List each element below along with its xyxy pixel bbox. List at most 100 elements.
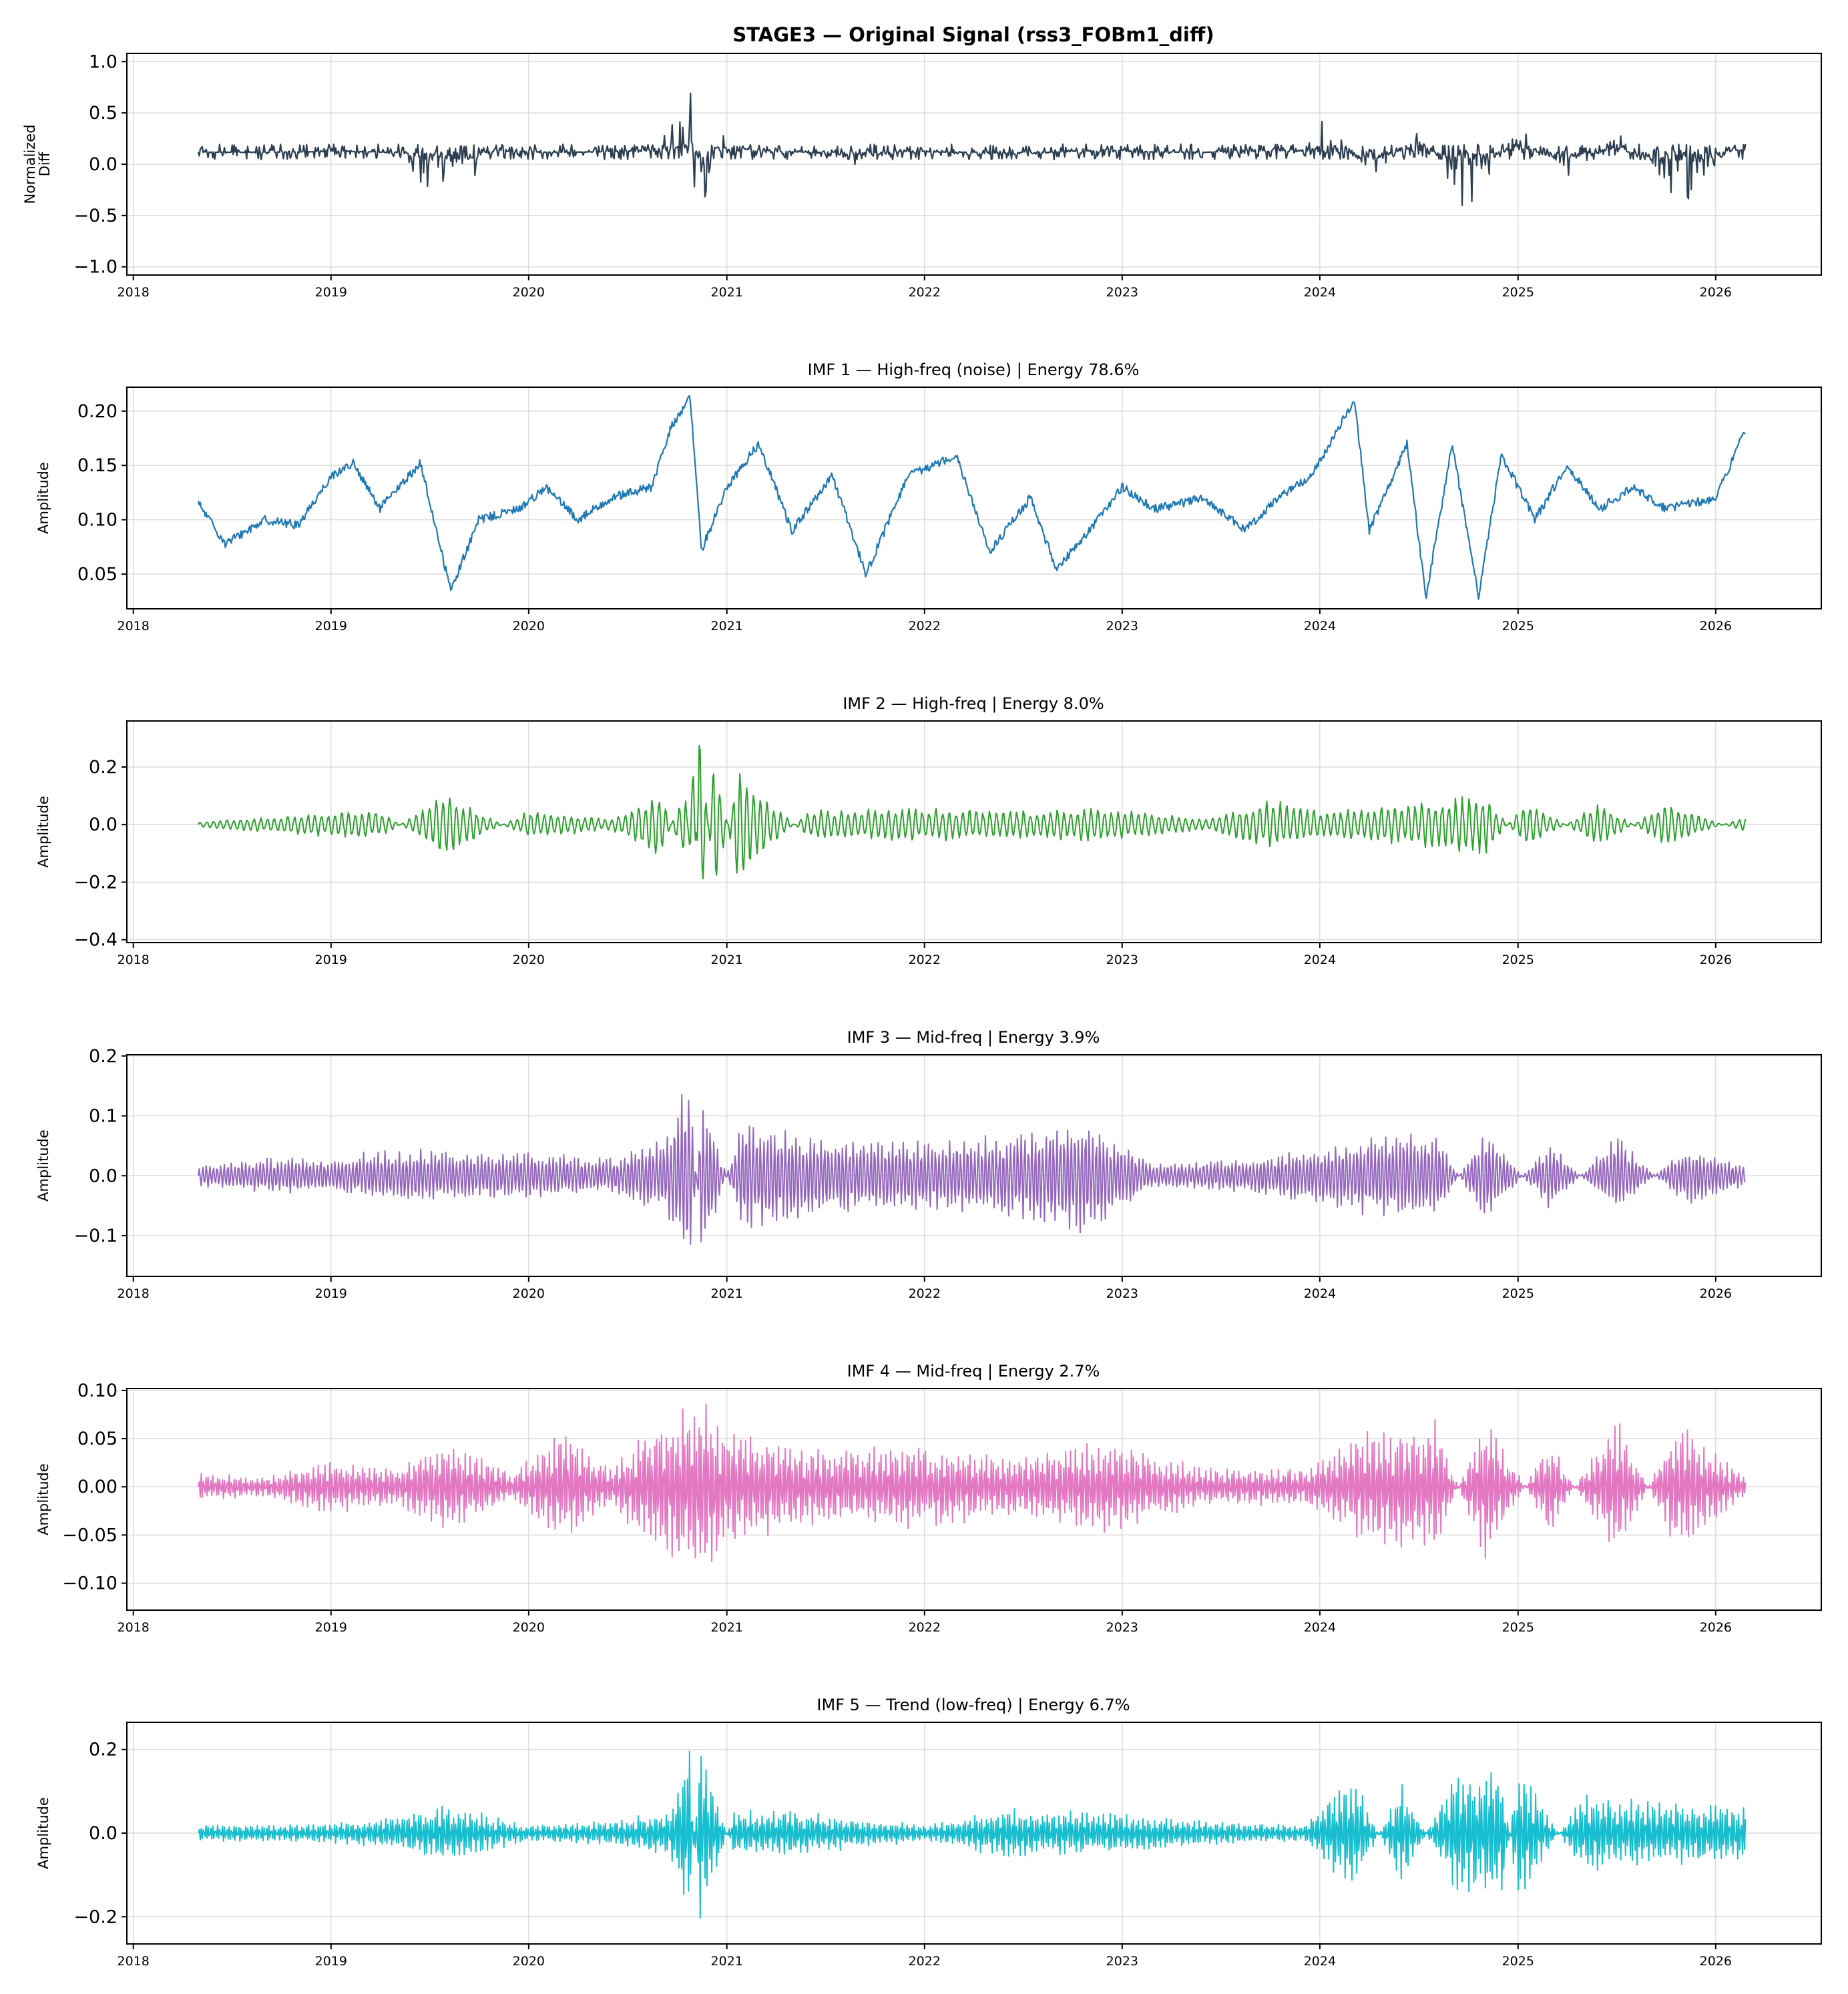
panel-title: IMF 1 — High-freq (noise) | Energy 78.6%	[808, 360, 1140, 379]
x-tick-label: 2021	[711, 953, 743, 967]
x-tick-label: 2021	[711, 1286, 743, 1301]
x-tick-label: 2018	[118, 1954, 150, 1969]
x-tick-label: 2021	[711, 1620, 743, 1635]
y-tick-label: 0.20	[77, 401, 118, 422]
x-tick-label: 2020	[513, 1954, 545, 1969]
y-tick-label: 0.05	[77, 564, 118, 585]
y-tick-label: 0.00	[77, 1477, 118, 1497]
x-tick-label: 2018	[118, 1286, 150, 1301]
y-tick-label: 0.05	[77, 1429, 118, 1449]
grid-lines	[127, 53, 1821, 275]
x-tick-label: 2022	[909, 1620, 941, 1635]
x-tick-label: 2018	[118, 619, 150, 634]
y-axis-label: Amplitude	[35, 462, 51, 534]
x-tick-label: 2023	[1106, 1954, 1138, 1969]
y-tick-label: 1.0	[89, 51, 118, 72]
x-tick-label: 2019	[315, 619, 347, 634]
x-tick-label: 2026	[1700, 1620, 1732, 1635]
x-tick-label: 2023	[1106, 1286, 1138, 1301]
x-tick-label: 2023	[1106, 619, 1138, 634]
panel-imf-2: IMF 2 — High-freq | Energy 8.0% 2018 2019…	[35, 694, 1822, 967]
y-axis-label-line: Normalized	[22, 124, 38, 204]
y-axis-label-line: Amplitude	[35, 1130, 51, 1202]
x-tick-label: 2024	[1304, 1954, 1336, 1969]
x-tick-label: 2020	[513, 285, 545, 300]
y-axis-label-line: Diff	[37, 152, 53, 176]
panel-title: STAGE3 — Original Signal (rss3_FOBm1_dif…	[732, 23, 1214, 46]
y-axis-label: Amplitude	[35, 1463, 51, 1535]
y-tick-label: −0.5	[73, 206, 118, 226]
x-tick-label: 2026	[1700, 1954, 1732, 1969]
x-tick-label: 2020	[513, 619, 545, 634]
panel-imf-3: IMF 3 — Mid-freq | Energy 3.9% 2018 2019 2…	[35, 1028, 1822, 1301]
panel-imf-1: IMF 1 — High-freq (noise) | Energy 78.6%…	[35, 360, 1822, 634]
x-tick-label: 2019	[315, 953, 347, 967]
x-tick-label: 2019	[315, 1620, 347, 1635]
x-tick-label: 2025	[1502, 1286, 1534, 1301]
x-tick-label: 2022	[909, 1954, 941, 1969]
y-tick-label: −0.2	[73, 1907, 118, 1927]
y-tick-label: 0.5	[89, 103, 118, 123]
x-tick-label: 2022	[909, 285, 941, 300]
x-tick-label: 2023	[1106, 285, 1138, 300]
y-tick-label: −1.0	[73, 257, 118, 278]
x-tick-label: 2020	[513, 953, 545, 967]
y-tick-label: 0.0	[89, 1166, 118, 1186]
axes-frame	[126, 387, 1822, 609]
series-line	[198, 1403, 1747, 1563]
axes-frame	[126, 1054, 1822, 1277]
series-line	[198, 92, 1747, 206]
panel-imf-4: IMF 4 — Mid-freq | Energy 2.7% 2018 2019 2…	[35, 1362, 1822, 1635]
x-tick-label: 2022	[909, 953, 941, 967]
y-tick-label: 0.2	[89, 757, 118, 778]
series-line	[198, 744, 1747, 880]
panel-title: IMF 2 — High-freq | Energy 8.0%	[843, 694, 1104, 713]
y-axis-label: NormalizedDiff	[22, 124, 53, 204]
series-line	[198, 395, 1746, 600]
y-axis-label: Amplitude	[35, 1797, 51, 1869]
y-tick-label: −0.05	[62, 1525, 118, 1545]
x-tick-label: 2025	[1502, 1620, 1534, 1635]
y-axis-label: Amplitude	[35, 1130, 51, 1202]
y-tick-label: 0.1	[89, 1106, 118, 1127]
axes-frame	[126, 720, 1822, 943]
y-tick-label: 0.10	[77, 1381, 118, 1401]
panel-original-signal: STAGE3 — Original Signal (rss3_FOBm1_dif…	[22, 23, 1822, 300]
series-line	[198, 1750, 1747, 1919]
y-tick-label: 0.15	[77, 455, 118, 476]
x-tick-label: 2024	[1304, 953, 1336, 967]
y-tick-label: −0.10	[62, 1573, 118, 1594]
x-tick-label: 2024	[1304, 619, 1336, 634]
x-tick-label: 2026	[1700, 953, 1732, 967]
x-tick-label: 2025	[1502, 285, 1534, 300]
x-tick-label: 2024	[1304, 1286, 1336, 1301]
x-tick-label: 2023	[1106, 1620, 1138, 1635]
series-line	[198, 1093, 1746, 1245]
x-tick-label: 2026	[1700, 285, 1732, 300]
y-axis-label-line: Amplitude	[35, 796, 51, 868]
panel-title: IMF 5 — Trend (low-freq) | Energy 6.7%	[817, 1696, 1130, 1714]
x-tick-label: 2022	[909, 619, 941, 634]
x-tick-label: 2026	[1700, 619, 1732, 634]
panel-title: IMF 4 — Mid-freq | Energy 2.7%	[847, 1362, 1100, 1381]
x-tick-label: 2024	[1304, 1620, 1336, 1635]
y-tick-label: 0.2	[89, 1046, 118, 1067]
x-tick-label: 2018	[118, 1620, 150, 1635]
x-tick-label: 2018	[118, 953, 150, 967]
axes-frame	[126, 1388, 1822, 1611]
y-axis-label-line: Amplitude	[35, 1463, 51, 1535]
x-tick-label: 2025	[1502, 953, 1534, 967]
grid-lines	[127, 387, 1821, 609]
x-tick-label: 2025	[1502, 619, 1534, 634]
x-tick-label: 2020	[513, 1620, 545, 1635]
x-tick-label: 2024	[1304, 285, 1336, 300]
y-tick-label: −0.2	[73, 872, 118, 893]
x-tick-label: 2026	[1700, 1286, 1732, 1301]
y-axis-label: Amplitude	[35, 796, 51, 868]
y-tick-label: 0.10	[77, 510, 118, 531]
x-tick-label: 2021	[711, 1954, 743, 1969]
y-axis-label-line: Amplitude	[35, 462, 51, 534]
x-tick-label: 2021	[711, 619, 743, 634]
